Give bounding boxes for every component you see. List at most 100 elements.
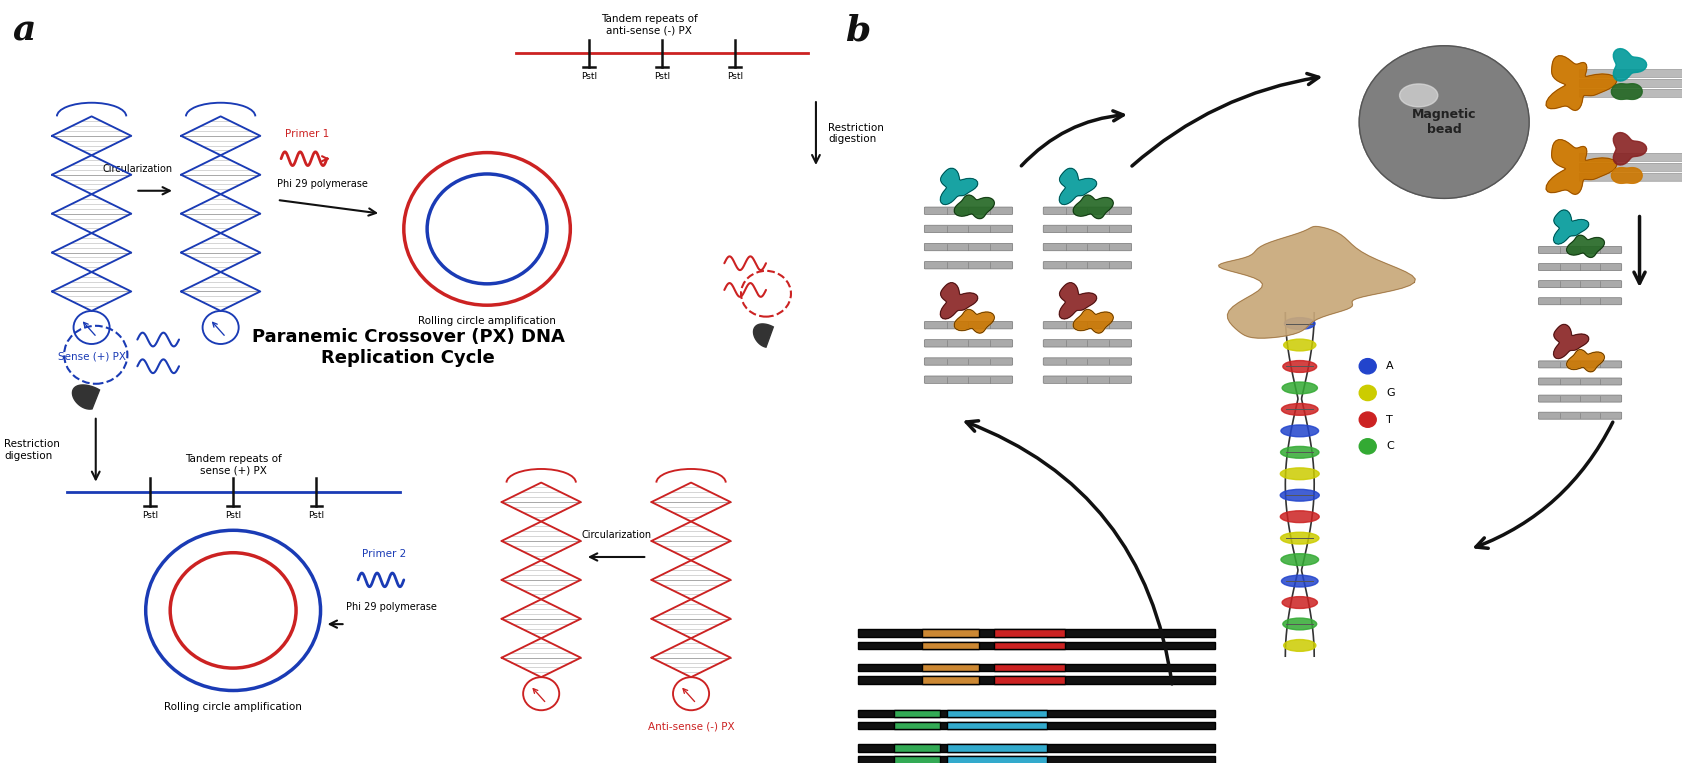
Polygon shape xyxy=(1554,210,1589,244)
Text: Magnetic
bead: Magnetic bead xyxy=(1411,108,1477,136)
FancyBboxPatch shape xyxy=(994,676,1065,684)
Circle shape xyxy=(1399,82,1489,163)
Circle shape xyxy=(1359,439,1376,454)
Text: Anti-sense (-) PX: Anti-sense (-) PX xyxy=(648,722,735,732)
FancyBboxPatch shape xyxy=(1539,412,1621,419)
FancyBboxPatch shape xyxy=(1043,376,1132,383)
Text: Phi 29 polymerase: Phi 29 polymerase xyxy=(278,179,368,189)
FancyBboxPatch shape xyxy=(1539,361,1621,368)
Text: T: T xyxy=(1386,414,1393,425)
FancyBboxPatch shape xyxy=(1043,358,1132,365)
Polygon shape xyxy=(651,560,730,600)
Ellipse shape xyxy=(1282,404,1319,415)
Polygon shape xyxy=(1546,56,1616,111)
Polygon shape xyxy=(1611,84,1642,99)
Polygon shape xyxy=(940,283,977,319)
Text: A: A xyxy=(1386,361,1394,372)
Polygon shape xyxy=(52,155,131,194)
Polygon shape xyxy=(651,522,730,560)
Polygon shape xyxy=(1613,49,1647,81)
Circle shape xyxy=(1440,118,1448,126)
Polygon shape xyxy=(1566,349,1605,372)
Text: C: C xyxy=(1386,441,1394,452)
Ellipse shape xyxy=(1283,639,1315,652)
Circle shape xyxy=(1359,385,1376,401)
Circle shape xyxy=(1404,86,1485,158)
Text: a: a xyxy=(12,14,35,48)
FancyBboxPatch shape xyxy=(922,676,979,684)
Polygon shape xyxy=(1060,283,1097,319)
FancyBboxPatch shape xyxy=(1043,340,1132,347)
Circle shape xyxy=(1418,98,1472,146)
Circle shape xyxy=(1386,70,1502,174)
Polygon shape xyxy=(501,560,580,600)
FancyBboxPatch shape xyxy=(1579,163,1682,172)
Text: PstI: PstI xyxy=(654,72,669,82)
Circle shape xyxy=(1391,74,1497,170)
FancyBboxPatch shape xyxy=(1043,207,1132,214)
FancyBboxPatch shape xyxy=(922,664,979,671)
Polygon shape xyxy=(1073,195,1113,219)
FancyBboxPatch shape xyxy=(1579,79,1682,87)
FancyBboxPatch shape xyxy=(922,642,979,649)
FancyBboxPatch shape xyxy=(858,629,1214,637)
Ellipse shape xyxy=(1285,317,1315,330)
Circle shape xyxy=(1408,90,1480,154)
Text: Phi 29 polymerase: Phi 29 polymerase xyxy=(345,603,436,613)
Polygon shape xyxy=(1613,133,1647,165)
Polygon shape xyxy=(754,324,774,347)
FancyBboxPatch shape xyxy=(858,744,1214,752)
Polygon shape xyxy=(1566,235,1605,257)
Ellipse shape xyxy=(1283,618,1317,630)
FancyBboxPatch shape xyxy=(947,756,1048,763)
FancyBboxPatch shape xyxy=(994,642,1065,649)
Polygon shape xyxy=(651,483,730,522)
FancyBboxPatch shape xyxy=(925,243,1013,251)
Ellipse shape xyxy=(1280,510,1319,523)
FancyBboxPatch shape xyxy=(1539,263,1621,271)
FancyBboxPatch shape xyxy=(1043,225,1132,233)
FancyBboxPatch shape xyxy=(947,722,1048,729)
Polygon shape xyxy=(501,483,580,522)
Circle shape xyxy=(1431,110,1458,134)
FancyBboxPatch shape xyxy=(893,756,940,763)
Text: Sense (+) PX: Sense (+) PX xyxy=(57,352,126,362)
Text: Primer 2: Primer 2 xyxy=(362,549,407,559)
Polygon shape xyxy=(182,194,261,233)
Ellipse shape xyxy=(1282,554,1319,565)
Polygon shape xyxy=(1073,310,1113,333)
FancyBboxPatch shape xyxy=(947,744,1048,752)
Circle shape xyxy=(1381,66,1507,179)
Ellipse shape xyxy=(1283,361,1317,372)
FancyBboxPatch shape xyxy=(1579,173,1682,181)
Circle shape xyxy=(1394,78,1494,166)
FancyBboxPatch shape xyxy=(1539,395,1621,402)
FancyBboxPatch shape xyxy=(1579,153,1682,162)
Ellipse shape xyxy=(1280,533,1319,544)
FancyBboxPatch shape xyxy=(1539,281,1621,288)
FancyBboxPatch shape xyxy=(1539,246,1621,253)
Text: PstI: PstI xyxy=(141,511,158,520)
Circle shape xyxy=(1421,102,1467,142)
FancyBboxPatch shape xyxy=(922,629,979,637)
Circle shape xyxy=(1413,94,1475,150)
Text: Circularization: Circularization xyxy=(580,530,651,540)
Polygon shape xyxy=(954,195,994,219)
FancyBboxPatch shape xyxy=(925,207,1013,214)
Text: Tandem repeats of
anti-sense (-) PX: Tandem repeats of anti-sense (-) PX xyxy=(600,14,698,35)
Text: Rolling circle amplification: Rolling circle amplification xyxy=(165,702,303,712)
Polygon shape xyxy=(651,638,730,678)
Text: PstI: PstI xyxy=(580,72,597,82)
Text: Rolling circle amplification: Rolling circle amplification xyxy=(419,317,557,327)
FancyBboxPatch shape xyxy=(925,262,1013,269)
Text: PstI: PstI xyxy=(727,72,743,82)
FancyBboxPatch shape xyxy=(1579,89,1682,97)
Polygon shape xyxy=(1611,168,1642,183)
Polygon shape xyxy=(501,600,580,638)
Polygon shape xyxy=(52,272,131,311)
Polygon shape xyxy=(52,233,131,272)
Polygon shape xyxy=(1546,140,1616,195)
Polygon shape xyxy=(940,169,977,204)
FancyBboxPatch shape xyxy=(858,710,1214,717)
Ellipse shape xyxy=(1282,597,1317,608)
